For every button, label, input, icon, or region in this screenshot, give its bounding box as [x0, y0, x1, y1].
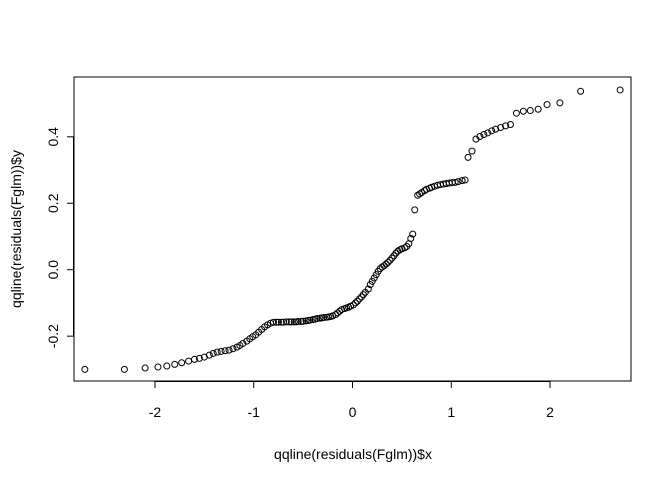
data-point — [382, 260, 390, 268]
data-point — [543, 101, 551, 109]
data-point — [154, 363, 162, 371]
data-point — [488, 127, 496, 135]
data-point — [239, 339, 247, 347]
data-point — [458, 177, 466, 185]
data-point — [359, 291, 367, 299]
data-point — [407, 234, 415, 242]
data-point — [287, 318, 295, 326]
plot-frame — [73, 76, 632, 382]
data-point — [468, 147, 476, 155]
data-points — [81, 86, 624, 373]
data-point — [178, 359, 186, 367]
data-point — [229, 345, 237, 353]
data-point — [313, 315, 321, 323]
data-point — [306, 316, 314, 324]
data-point — [338, 306, 346, 314]
data-point — [451, 178, 459, 186]
data-point — [577, 87, 585, 95]
data-point — [209, 349, 217, 357]
data-point — [411, 206, 419, 214]
x-tick-label: -1 — [248, 404, 261, 420]
data-point — [274, 318, 282, 326]
data-point — [277, 318, 285, 326]
data-point — [384, 258, 392, 266]
data-point — [190, 355, 198, 363]
data-point — [349, 301, 357, 309]
data-point — [269, 318, 277, 326]
data-point — [461, 176, 469, 184]
data-point — [512, 109, 520, 117]
data-point — [526, 107, 534, 115]
x-tick-label: -2 — [149, 404, 162, 420]
y-axis-title: qqline(residuals(Fglm))$y — [8, 150, 24, 308]
y-tick-label: 0.2 — [45, 193, 61, 213]
data-point — [492, 125, 500, 133]
y-tick-label: 0.0 — [45, 260, 61, 280]
data-point — [476, 132, 484, 140]
data-point — [282, 318, 290, 326]
data-point — [409, 230, 417, 238]
data-point — [163, 362, 171, 370]
data-point — [507, 121, 515, 129]
data-point — [416, 190, 424, 198]
data-point — [213, 348, 221, 356]
data-point — [290, 318, 298, 326]
data-point — [497, 124, 505, 131]
data-point — [401, 244, 409, 252]
data-point — [616, 86, 624, 94]
data-point — [185, 357, 193, 365]
data-point — [357, 293, 365, 301]
data-point — [355, 295, 363, 303]
data-point — [141, 364, 149, 372]
data-point — [428, 183, 436, 191]
y-tick-label: 0.4 — [45, 127, 61, 147]
data-point — [221, 347, 229, 355]
data-point — [519, 107, 527, 115]
x-axis-title: qqline(residuals(Fglm))$x — [274, 446, 432, 462]
data-point — [364, 285, 372, 293]
data-point — [320, 314, 328, 322]
data-point — [386, 256, 394, 264]
data-point — [205, 351, 213, 359]
x-tick-label: 2 — [546, 404, 554, 420]
data-point — [225, 346, 233, 354]
data-point — [272, 318, 280, 326]
data-point — [484, 129, 492, 137]
data-point — [464, 153, 472, 161]
data-point — [171, 360, 179, 368]
data-point — [285, 318, 293, 326]
data-point — [351, 299, 359, 307]
data-point — [502, 122, 510, 130]
y-tick-label: -0.2 — [45, 324, 61, 348]
data-point — [353, 297, 361, 305]
y-axis: -0.2 0.0 0.2 0.4 — [45, 127, 74, 348]
data-point — [394, 247, 402, 255]
data-point — [480, 130, 488, 138]
data-point — [454, 178, 462, 186]
data-point — [534, 105, 542, 113]
x-tick-label: 1 — [447, 404, 455, 420]
data-point — [388, 254, 396, 262]
x-axis: -2 -1 0 1 2 — [149, 381, 554, 420]
data-point — [556, 99, 564, 107]
data-point — [294, 318, 302, 326]
data-point — [120, 365, 128, 373]
data-point — [217, 347, 225, 355]
x-tick-label: 0 — [349, 404, 357, 420]
data-point — [299, 317, 307, 325]
data-point — [81, 365, 89, 373]
data-point — [195, 354, 203, 362]
